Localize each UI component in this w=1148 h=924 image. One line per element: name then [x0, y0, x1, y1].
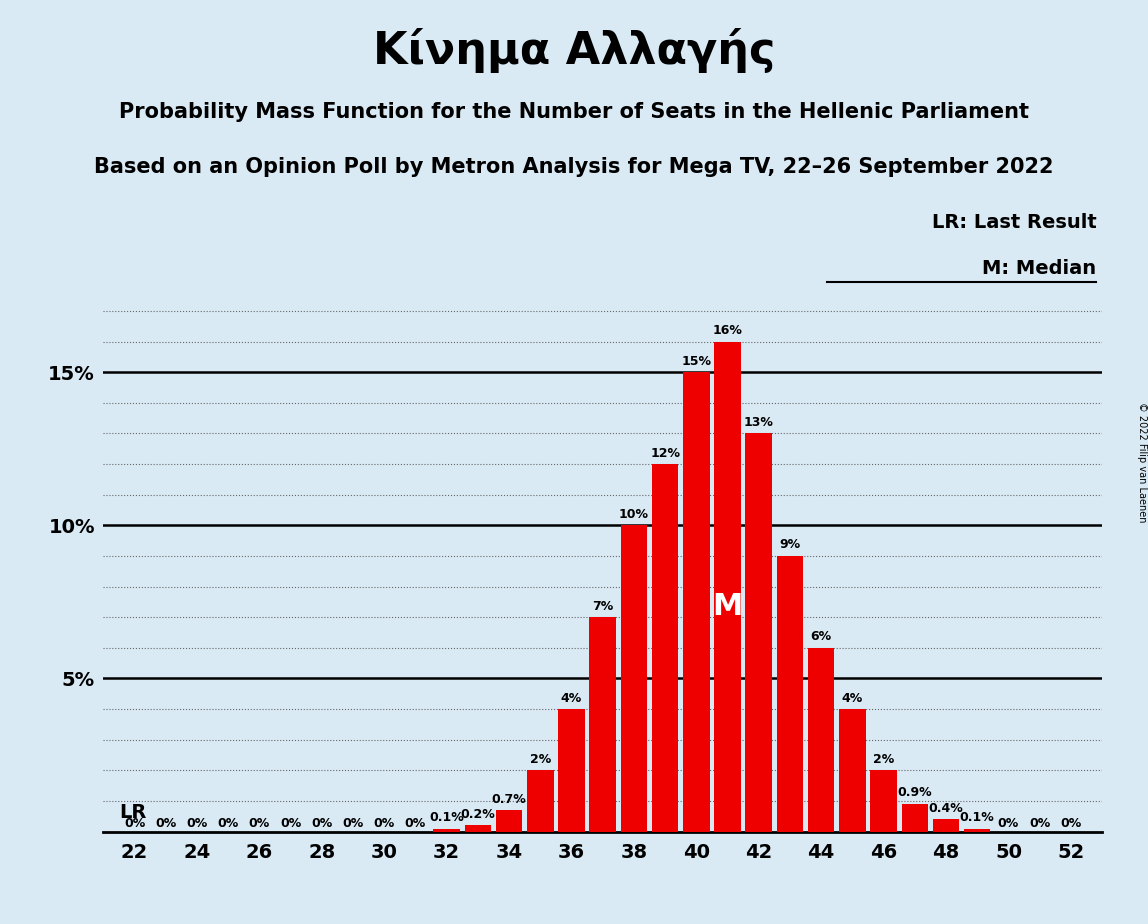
Bar: [777, 556, 804, 832]
Bar: [964, 829, 991, 832]
Bar: [870, 771, 897, 832]
Text: © 2022 Filip van Laenen: © 2022 Filip van Laenen: [1138, 402, 1147, 522]
Text: LR: LR: [119, 803, 146, 822]
Bar: [558, 709, 584, 832]
Bar: [527, 771, 553, 832]
Text: 0%: 0%: [186, 817, 208, 830]
Text: 13%: 13%: [744, 416, 774, 429]
Text: M: Median: M: Median: [983, 259, 1096, 278]
Text: 0%: 0%: [1061, 817, 1081, 830]
Text: 0%: 0%: [217, 817, 239, 830]
Text: Probability Mass Function for the Number of Seats in the Hellenic Parliament: Probability Mass Function for the Number…: [119, 102, 1029, 122]
Text: 10%: 10%: [619, 508, 649, 521]
Text: 2%: 2%: [529, 753, 551, 766]
Text: 7%: 7%: [592, 600, 613, 613]
Bar: [683, 372, 709, 832]
Bar: [652, 464, 678, 832]
Text: Based on an Opinion Poll by Metron Analysis for Mega TV, 22–26 September 2022: Based on an Opinion Poll by Metron Analy…: [94, 157, 1054, 177]
Text: 0%: 0%: [342, 817, 364, 830]
Text: 12%: 12%: [650, 446, 680, 459]
Text: 0.2%: 0.2%: [460, 808, 495, 821]
Text: 4%: 4%: [841, 691, 863, 704]
Text: 0.4%: 0.4%: [929, 802, 963, 815]
Text: 2%: 2%: [872, 753, 894, 766]
Text: Κίνημα Αλλαγής: Κίνημα Αλλαγής: [373, 28, 775, 73]
Bar: [901, 804, 928, 832]
Bar: [839, 709, 866, 832]
Text: 15%: 15%: [681, 355, 712, 368]
Text: 0%: 0%: [1029, 817, 1050, 830]
Bar: [933, 820, 960, 832]
Text: 0%: 0%: [124, 817, 145, 830]
Text: LR: Last Result: LR: Last Result: [931, 213, 1096, 232]
Text: 0%: 0%: [405, 817, 426, 830]
Text: 0%: 0%: [155, 817, 177, 830]
Text: 0%: 0%: [311, 817, 333, 830]
Text: 4%: 4%: [561, 691, 582, 704]
Text: M: M: [713, 591, 743, 621]
Text: 16%: 16%: [713, 324, 743, 337]
Bar: [714, 342, 740, 832]
Bar: [621, 526, 647, 832]
Text: 0.1%: 0.1%: [960, 811, 994, 824]
Bar: [745, 433, 771, 832]
Bar: [589, 617, 616, 832]
Bar: [465, 825, 491, 832]
Text: 0%: 0%: [280, 817, 301, 830]
Bar: [496, 810, 522, 832]
Text: 9%: 9%: [779, 539, 800, 552]
Text: 0%: 0%: [249, 817, 270, 830]
Bar: [808, 648, 835, 832]
Text: 6%: 6%: [810, 630, 832, 643]
Text: 0.9%: 0.9%: [898, 786, 932, 799]
Text: 0%: 0%: [373, 817, 395, 830]
Bar: [434, 829, 460, 832]
Text: 0.1%: 0.1%: [429, 811, 464, 824]
Text: 0%: 0%: [998, 817, 1019, 830]
Text: 0.7%: 0.7%: [491, 793, 527, 806]
